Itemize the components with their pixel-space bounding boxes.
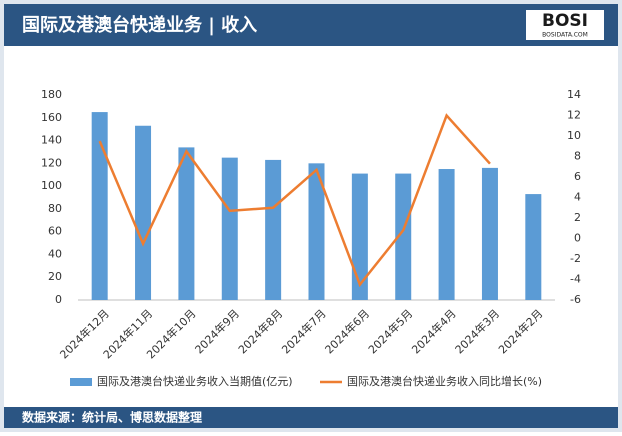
bar (178, 147, 195, 300)
y2-tick-label: 8 (574, 150, 581, 163)
bar (438, 169, 455, 300)
y2-tick-label: 10 (567, 129, 581, 142)
y-tick-label: 120 (41, 156, 62, 169)
y-tick-label: 0 (55, 293, 62, 306)
y-tick-label: 80 (48, 202, 62, 215)
bar (135, 125, 152, 300)
bar (481, 167, 498, 300)
y2-tick-label: 6 (574, 170, 581, 183)
page-title: 国际及港澳台快递业务 | 收入 (22, 14, 257, 36)
bar (395, 173, 412, 300)
logo-box (526, 10, 604, 40)
logo-sub: BOSIDATA.COM (542, 32, 588, 39)
y2-tick-label: 0 (574, 232, 581, 245)
header-band (4, 4, 618, 46)
bar (265, 159, 282, 300)
line (98, 113, 491, 288)
y2-tick-label: 12 (567, 109, 581, 122)
y-tick-label: 100 (41, 179, 62, 192)
footer-band (4, 407, 618, 428)
y2-tick-label: 14 (567, 88, 581, 101)
legend-label: 国际及港澳台快递业务收入同比增长(%) (347, 374, 542, 388)
bar (91, 112, 108, 300)
source: 数据来源：统计局、博思数据整理 (22, 410, 202, 425)
y-tick-label: 20 (48, 270, 62, 283)
bar (308, 163, 325, 300)
y-tick-label: 160 (41, 111, 62, 124)
y-tick-label: 60 (48, 225, 62, 238)
bar (351, 173, 368, 300)
logo: BOSI (542, 11, 588, 31)
y2-tick-label: -2 (570, 252, 581, 265)
y-tick-label: 180 (41, 88, 62, 101)
y-tick-label: 40 (48, 247, 62, 260)
bar (221, 157, 238, 300)
legend-label: 国际及港澳台快递业务收入当期值(亿元) (97, 374, 293, 388)
y2-tick-label: 2 (574, 211, 581, 224)
bar (525, 194, 542, 300)
y-tick-label: 140 (41, 134, 62, 147)
legend-swatch (70, 378, 92, 386)
y2-tick-label: -6 (570, 293, 581, 306)
y2-tick-label: 4 (574, 191, 581, 204)
y2-tick-label: -4 (570, 273, 581, 286)
